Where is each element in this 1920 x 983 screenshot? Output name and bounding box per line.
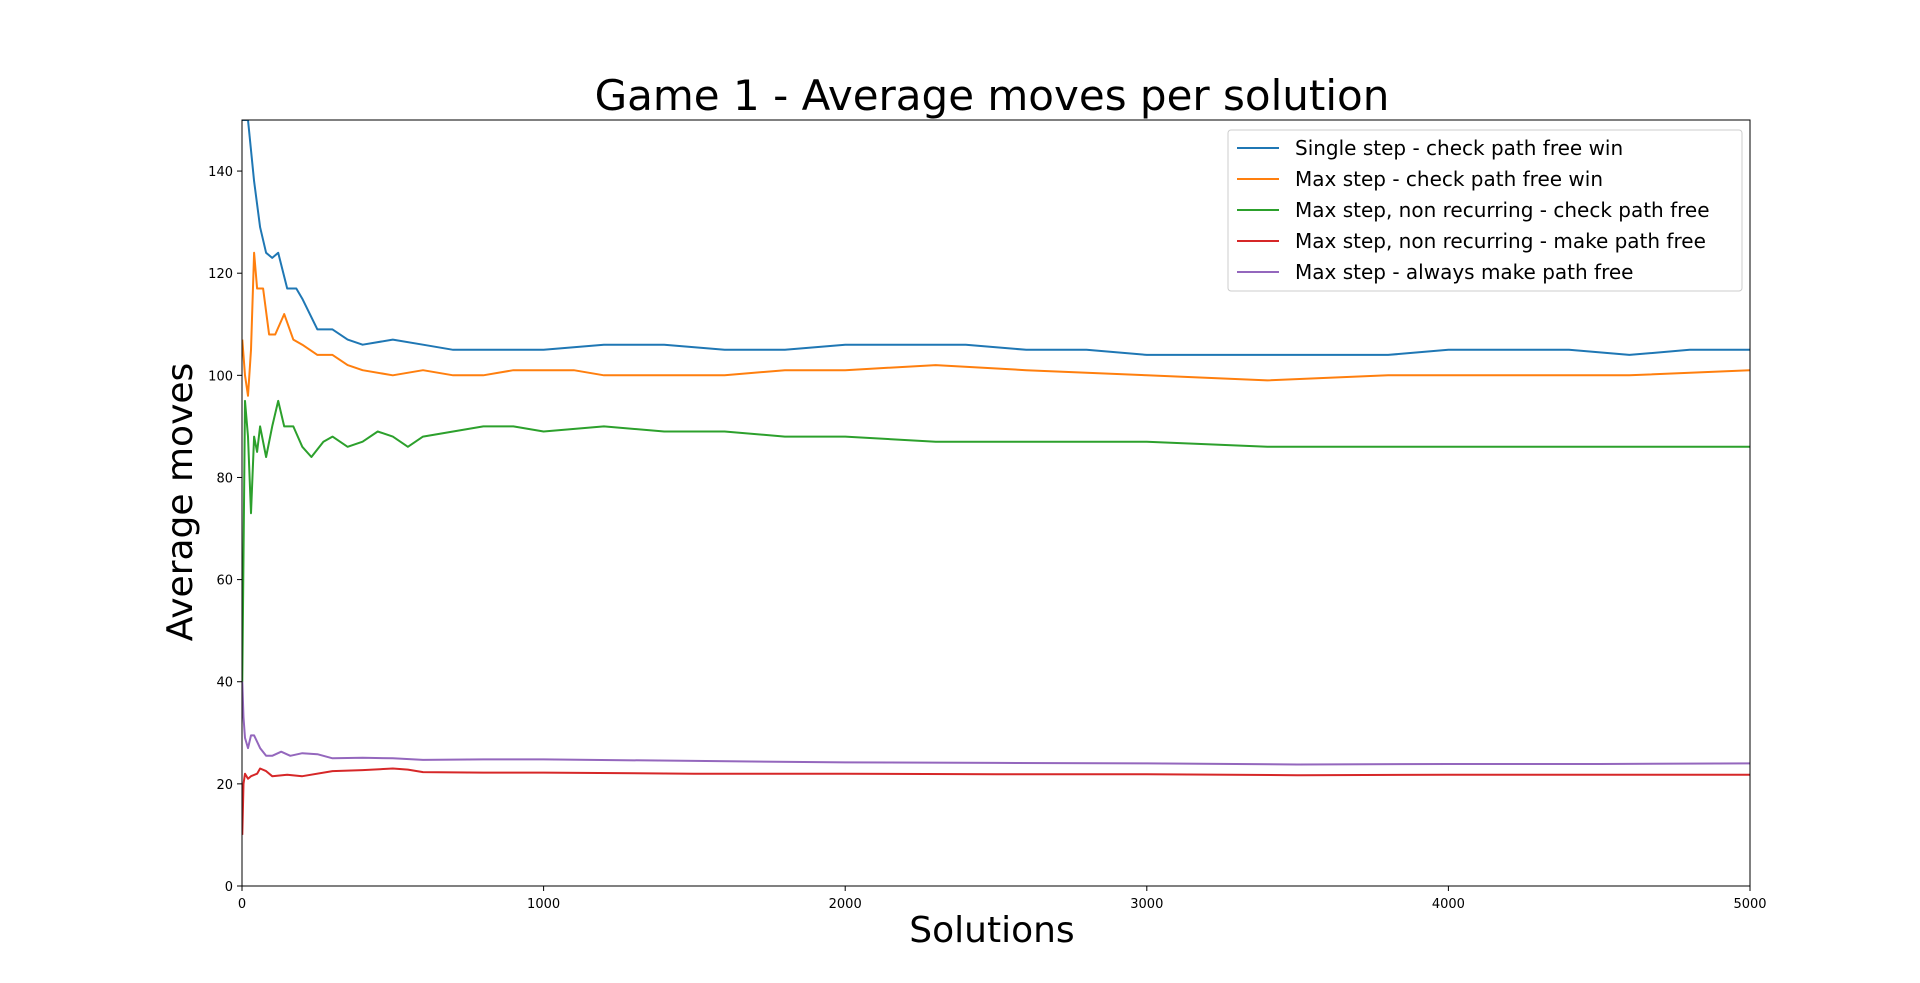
y-tick-label: 100 bbox=[208, 369, 233, 384]
x-tick-label: 2000 bbox=[829, 897, 862, 912]
series-line-3 bbox=[242, 399, 1750, 682]
series-line-2 bbox=[242, 251, 1750, 397]
legend-box bbox=[1227, 129, 1743, 292]
x-tick-label: 1000 bbox=[527, 897, 560, 912]
x-axis-ticks: 0 1000 2000 3000 4000 5000 bbox=[238, 886, 1767, 912]
y-tick-label: 20 bbox=[216, 778, 233, 793]
plot-area bbox=[242, 120, 1750, 835]
y-tick-label: 0 bbox=[225, 880, 233, 895]
x-tick-label: 3000 bbox=[1130, 897, 1163, 912]
x-tick-label: 0 bbox=[238, 897, 246, 912]
chart-title: Game 1 - Average moves per solution bbox=[595, 71, 1390, 120]
series-line-4 bbox=[242, 767, 1750, 835]
legend-entry: Max step - check path free win bbox=[1295, 167, 1603, 191]
y-tick-label: 60 bbox=[216, 574, 233, 589]
legend-entry: Max step, non recurring - check path fre… bbox=[1295, 198, 1710, 222]
y-tick-label: 40 bbox=[216, 676, 233, 691]
series-line-1 bbox=[242, 120, 1750, 356]
y-axis-label: Average moves bbox=[160, 363, 201, 642]
y-tick-label: 120 bbox=[208, 267, 233, 282]
axes-frame bbox=[241, 119, 1751, 887]
legend-entry: Single step - check path free win bbox=[1295, 136, 1623, 160]
y-tick-label: 80 bbox=[216, 471, 233, 486]
x-tick-label: 5000 bbox=[1733, 897, 1766, 912]
legend-entry: Max step - always make path free bbox=[1295, 260, 1633, 284]
x-tick-label: 4000 bbox=[1432, 897, 1465, 912]
legend-entry: Max step, non recurring - make path free bbox=[1295, 229, 1706, 253]
y-axis-ticks: 0 20 40 60 80 100 120 140 bbox=[208, 165, 242, 895]
series-line-5 bbox=[242, 681, 1750, 766]
x-axis-label: Solutions bbox=[909, 910, 1074, 951]
series-lines bbox=[242, 120, 1750, 835]
y-tick-label: 140 bbox=[208, 165, 233, 180]
legend: Single step - check path free win Max ste… bbox=[1227, 129, 1743, 292]
